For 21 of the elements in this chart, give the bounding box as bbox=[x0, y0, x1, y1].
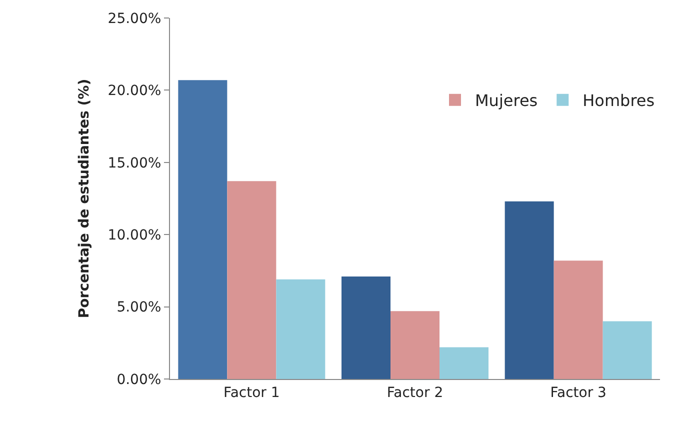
bar bbox=[504, 201, 554, 379]
legend-label: Hombres bbox=[582, 91, 655, 110]
x-tick-label: Factor 1 bbox=[224, 384, 280, 401]
y-tick-label: 20.00% bbox=[108, 83, 162, 100]
y-tick-label: 0.00% bbox=[116, 372, 162, 388]
y-tick-label: 5.00% bbox=[116, 300, 162, 316]
x-tick-label: Factor 3 bbox=[550, 384, 606, 401]
bar bbox=[390, 311, 440, 379]
bar bbox=[227, 181, 276, 379]
x-tick-label: Factor 2 bbox=[386, 384, 444, 401]
y-tick-label: 25.00% bbox=[108, 10, 162, 27]
y-tick-label: 10.00% bbox=[108, 228, 162, 244]
legend-label: Mujeres bbox=[475, 91, 538, 110]
bar bbox=[178, 80, 228, 379]
bar bbox=[276, 279, 326, 379]
bar bbox=[342, 276, 390, 379]
bar bbox=[554, 260, 603, 379]
y-tick-label: 15.00% bbox=[108, 155, 162, 172]
bar bbox=[602, 321, 652, 379]
y-axis-title: Porcentaje de estudiantes (%) bbox=[76, 78, 92, 318]
bar bbox=[440, 347, 488, 379]
